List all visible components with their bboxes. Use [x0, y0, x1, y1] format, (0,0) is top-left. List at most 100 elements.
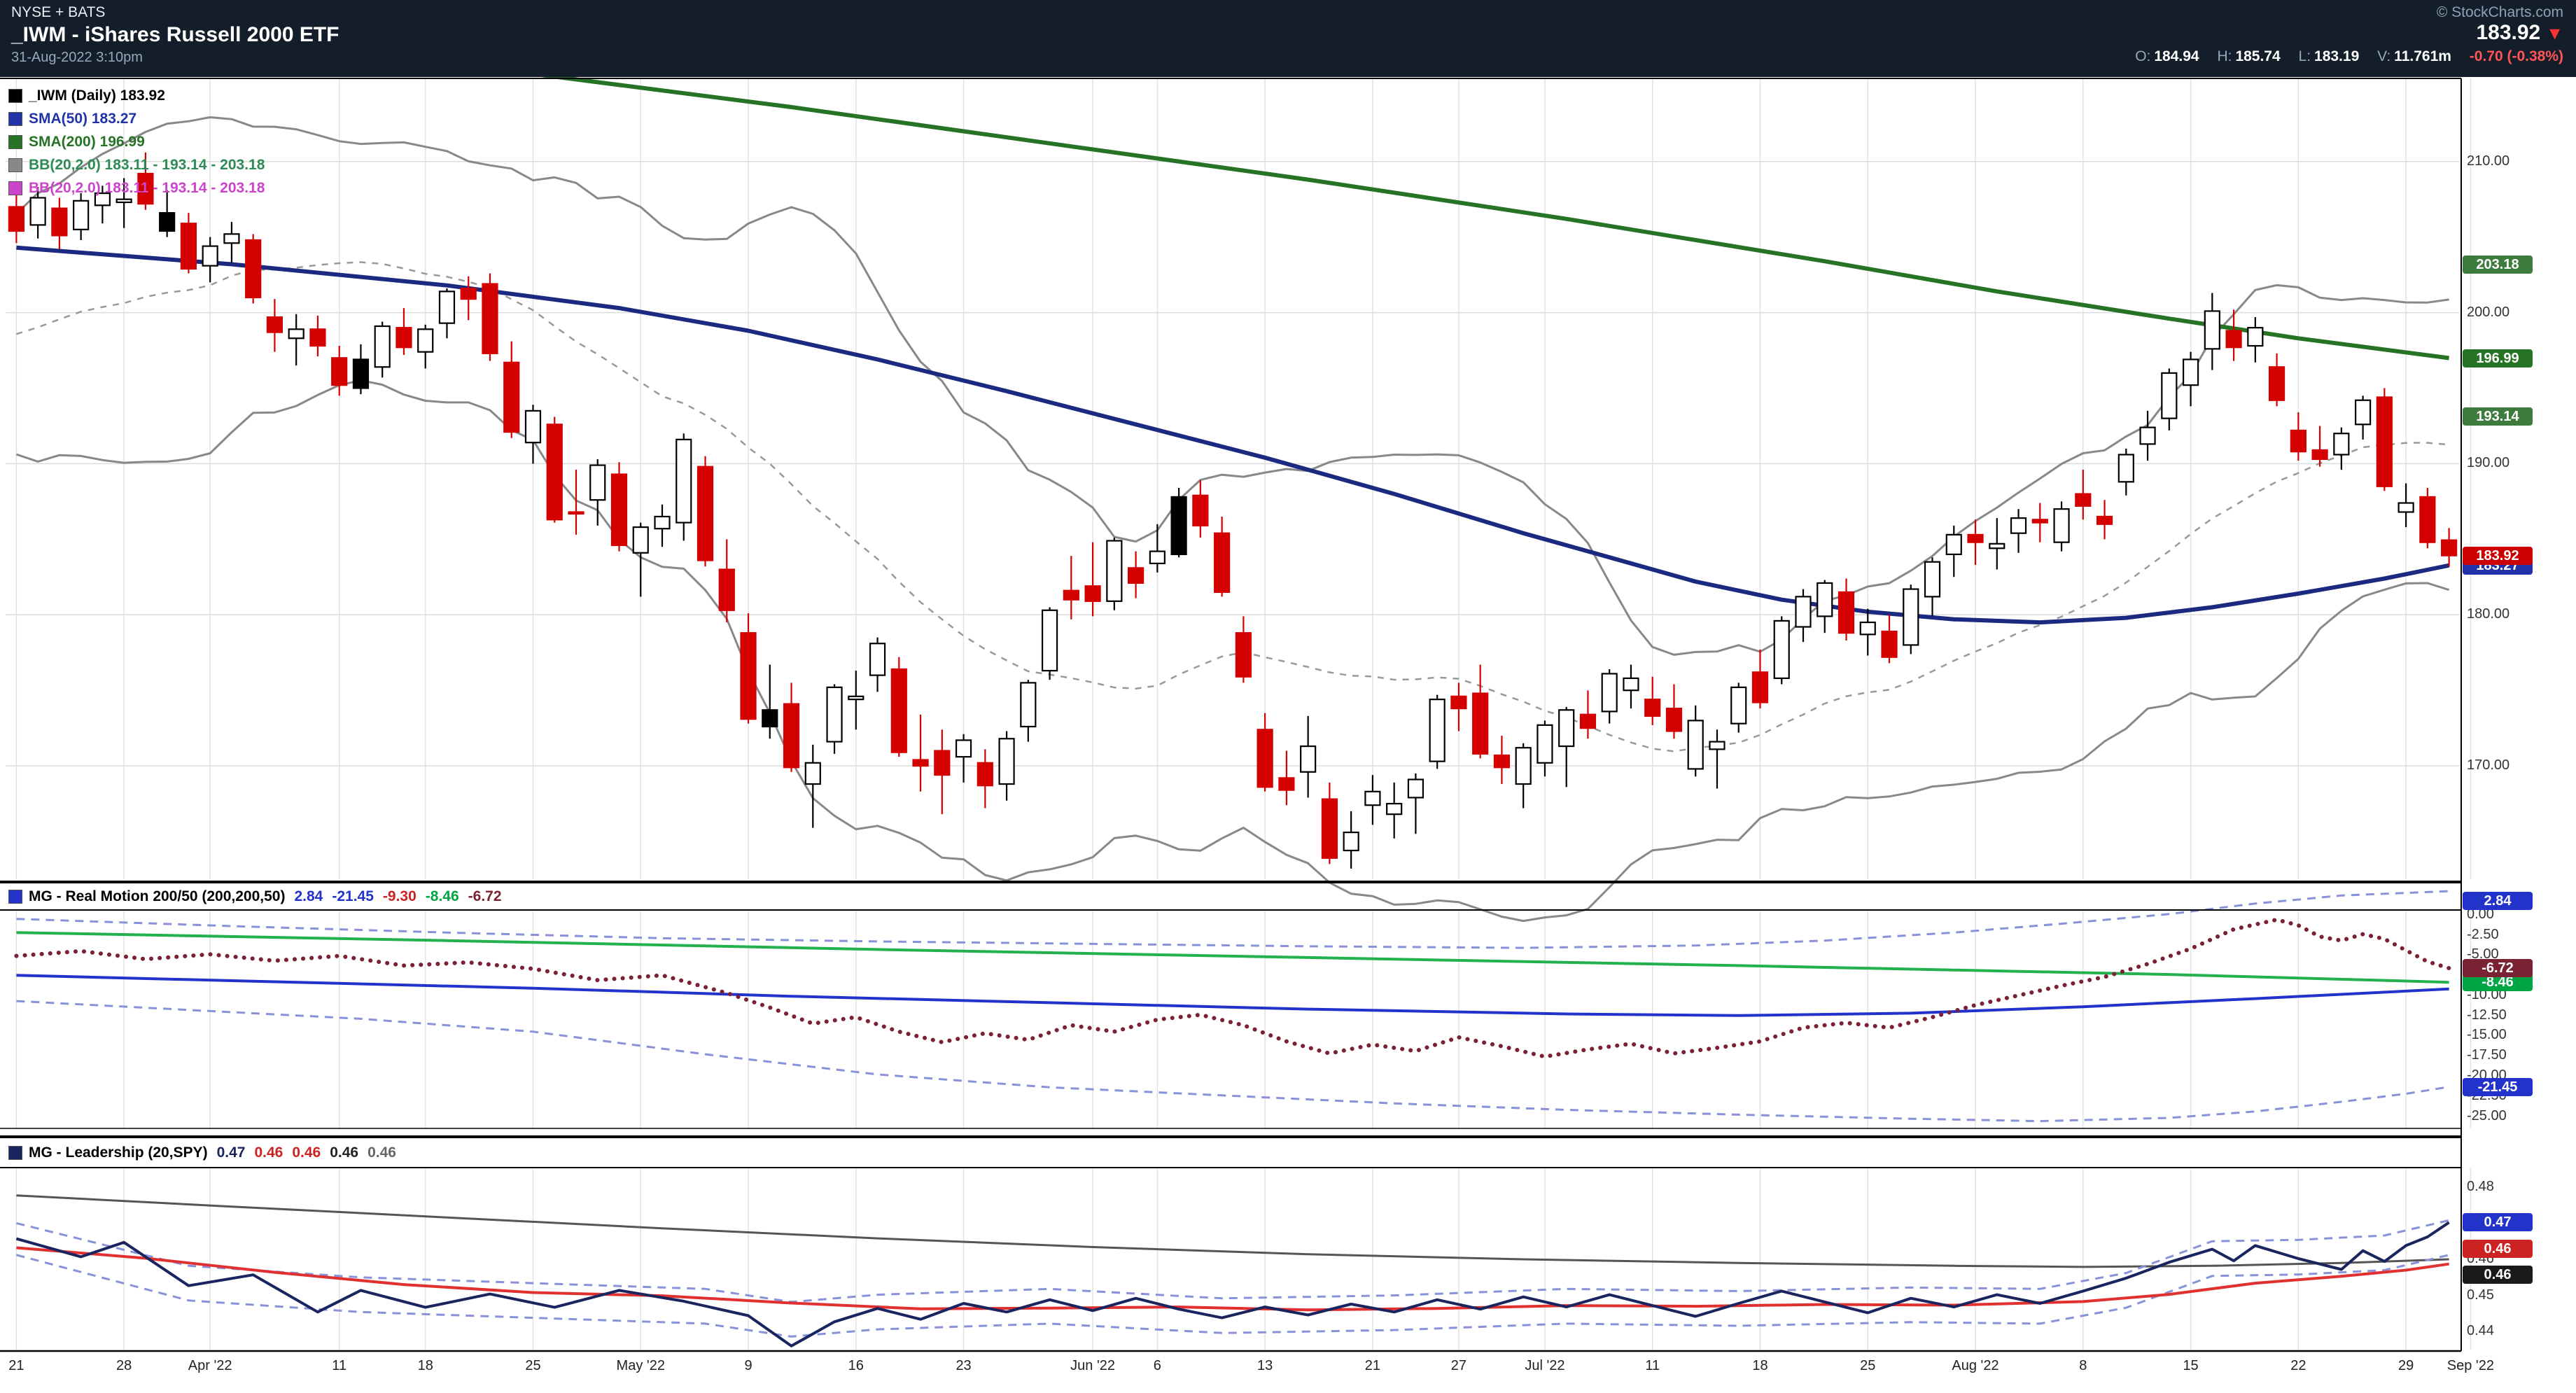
legend-value: -21.45 — [332, 888, 374, 904]
down-arrow-icon: ▼ — [2546, 24, 2563, 43]
candle-body — [1903, 588, 1919, 646]
legend-value: 0.46 — [254, 1144, 284, 1161]
legend-row-bb1: BB(20,2.0) 183.11 - 193.14 - 203.18 — [8, 153, 265, 176]
chart-header: NYSE + BATS _IWM - iShares Russell 2000 … — [0, 0, 2576, 77]
candle-body — [1493, 754, 1511, 769]
header-right: © StockCharts.com 183.92 ▼ O: 184.94 H: 185… — [2121, 4, 2563, 65]
candle-body — [762, 709, 778, 728]
legend-value: 0.46 — [368, 1144, 396, 1161]
candle-body — [1170, 496, 1187, 556]
real-motion-title: MG - Real Motion 200/50 (200,200,50) — [29, 888, 286, 904]
candle-body — [654, 515, 671, 530]
symbol-title: _IWM - iShares Russell 2000 ETF — [11, 23, 340, 46]
volume-value: 11.761m — [2394, 48, 2451, 64]
legend-value: -9.30 — [382, 888, 416, 904]
sma200-swatch — [8, 134, 22, 149]
candle-body — [438, 290, 456, 324]
candle-body — [1730, 686, 1747, 724]
candle-body — [1601, 673, 1618, 713]
candle-body — [1321, 798, 1338, 859]
panel-separator — [0, 1135, 2461, 1138]
last-price-row: 183.92 ▼ — [2121, 21, 2563, 45]
candle-body — [1644, 699, 1661, 717]
candle-body — [1579, 713, 1597, 729]
candle-body — [1192, 494, 1209, 527]
candle-body — [1709, 741, 1726, 750]
candle-body — [2290, 429, 2306, 453]
candle-body — [374, 325, 391, 368]
candle-body — [2419, 496, 2436, 543]
leadership-legend: MG - Leadership (20,SPY) 0.47 0.46 0.46 0.4… — [8, 1141, 396, 1164]
candle-body — [1407, 778, 1424, 799]
copyright-label: © StockCharts.com — [2436, 4, 2563, 20]
main-panel-legend: _IWM (Daily) 183.92 SMA(50) 183.27 SMA(2… — [8, 84, 265, 200]
real-motion-values: 2.84 -21.45 -9.30 -8.46 -6.72 — [285, 888, 501, 905]
candle-body — [2182, 358, 2199, 386]
candle-body — [73, 200, 90, 230]
leadership-title: MG - Leadership (20,SPY) — [29, 1144, 208, 1161]
candle-body — [1665, 707, 1683, 732]
candle-body — [912, 759, 929, 767]
real-motion-legend: MG - Real Motion 200/50 (200,200,50) 2.8… — [8, 885, 502, 908]
candle-body — [245, 239, 262, 299]
candle-body — [2311, 449, 2328, 461]
candle-body — [1859, 621, 1876, 636]
candle-body — [2225, 330, 2242, 349]
candle-body — [1967, 533, 1984, 543]
candle-body — [1989, 542, 2005, 550]
candle-body — [1343, 831, 1359, 852]
candle-body — [309, 328, 326, 347]
candle-body — [869, 643, 886, 676]
candle-body — [503, 361, 520, 433]
low-label: L: — [2298, 48, 2311, 64]
legend-label: SMA(200) 196.99 — [29, 133, 145, 150]
candle-body — [2247, 327, 2264, 347]
candle-body — [524, 410, 542, 444]
candle-body — [2355, 399, 2372, 426]
candle-body — [1795, 596, 1812, 628]
bb-lower — [15, 379, 2450, 923]
candle-body — [955, 739, 972, 758]
legend-row-bb2: BB(20,2.0) 183.11 - 193.14 - 203.18 — [8, 176, 265, 200]
candle-body — [1773, 620, 1790, 680]
leadership-values: 0.47 0.46 0.46 0.46 0.46 — [208, 1144, 396, 1161]
candle-body — [2031, 519, 2048, 524]
upper-band-line — [16, 890, 2449, 949]
candle-body — [2204, 310, 2220, 350]
candle-body — [2010, 517, 2027, 534]
candle-body — [848, 695, 864, 701]
candle-body — [1128, 567, 1144, 584]
candle-body — [1687, 720, 1704, 770]
candle-body — [1472, 692, 1489, 755]
candle-body — [1278, 777, 1295, 791]
candle-body — [568, 511, 584, 515]
candle-body — [2398, 502, 2414, 513]
legend-value: 2.84 — [294, 888, 323, 904]
blue-ma-line — [16, 974, 2449, 1017]
candle-body — [1816, 582, 1833, 617]
candle-body — [2139, 426, 2156, 445]
candle-body — [1063, 589, 1079, 601]
candle-body — [159, 212, 176, 232]
lower-band-line — [16, 1254, 2449, 1338]
candle-body — [1149, 550, 1166, 564]
legend-value: 0.47 — [216, 1144, 246, 1161]
candle-body — [29, 197, 46, 226]
upper-band-line — [16, 1219, 2449, 1303]
candle-body — [2161, 372, 2178, 419]
candle-body — [460, 287, 477, 300]
candle-body — [1515, 747, 1532, 785]
sma50-line — [16, 245, 2450, 625]
candle-body — [1945, 533, 1962, 556]
candle-body — [740, 632, 757, 720]
candle-body — [1558, 709, 1575, 748]
candle-body — [396, 327, 412, 349]
candle-body — [266, 316, 284, 333]
candle-body — [2118, 454, 2134, 483]
high-label: H: — [2217, 48, 2232, 64]
candle-body — [1256, 729, 1273, 788]
bb-middle — [16, 261, 2449, 752]
candle-body — [676, 438, 692, 524]
candle-body — [1020, 682, 1037, 728]
